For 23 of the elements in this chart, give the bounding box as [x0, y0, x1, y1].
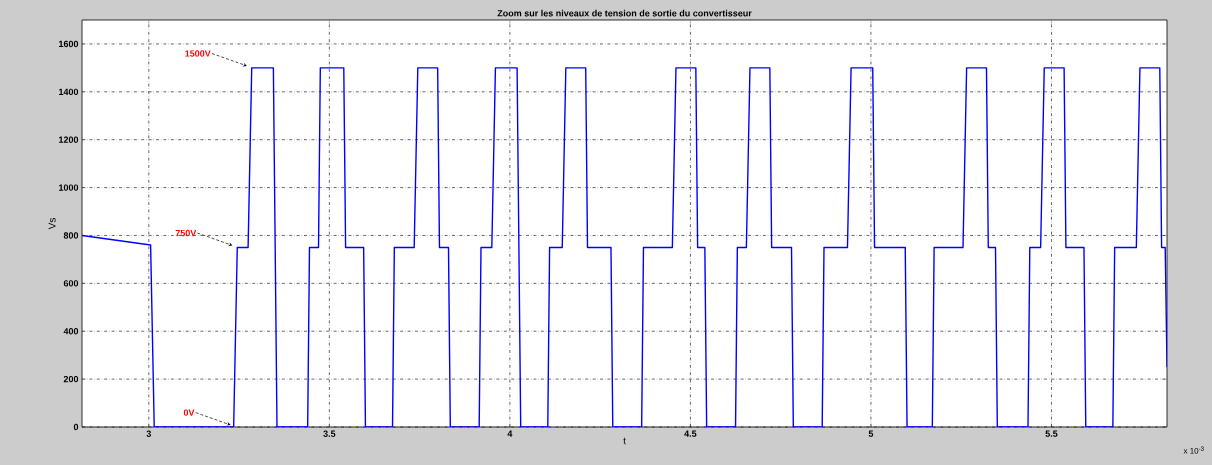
annotation: 1500V — [185, 50, 211, 57]
x-tick-label: 3.5 — [323, 430, 336, 437]
y-axis-title: Vs — [48, 218, 56, 230]
chart-title: Zoom sur les niveaux de tension de sortie du convertisseur — [497, 9, 752, 17]
y-tick-label: 200 — [63, 375, 79, 383]
y-tick-label: 600 — [63, 280, 79, 287]
y-tick-label: 1000 — [59, 184, 79, 191]
x-tick-label: 5 — [868, 430, 874, 437]
x-tick-label: 5.5 — [1045, 430, 1058, 437]
annotation: 0V — [183, 409, 195, 416]
y-tick-label: 800 — [63, 232, 79, 239]
text: x 10$^{-3}$ — [1183, 446, 1204, 454]
x-tick-label: 4 — [507, 430, 513, 437]
y-tick-label: 400 — [63, 328, 79, 335]
x-tick-label: 4.5 — [684, 430, 697, 437]
x-axis-title: t — [623, 437, 626, 445]
x-tick-label: 3 — [146, 430, 151, 437]
y-tick-label: 0 — [73, 423, 79, 431]
y-tick-label: 1400 — [59, 88, 79, 96]
line-series — [82, 67, 1168, 427]
y-tick-label: 1200 — [59, 136, 79, 143]
annotation: 750V — [175, 229, 197, 237]
y-tick-label: 1600 — [59, 40, 79, 48]
